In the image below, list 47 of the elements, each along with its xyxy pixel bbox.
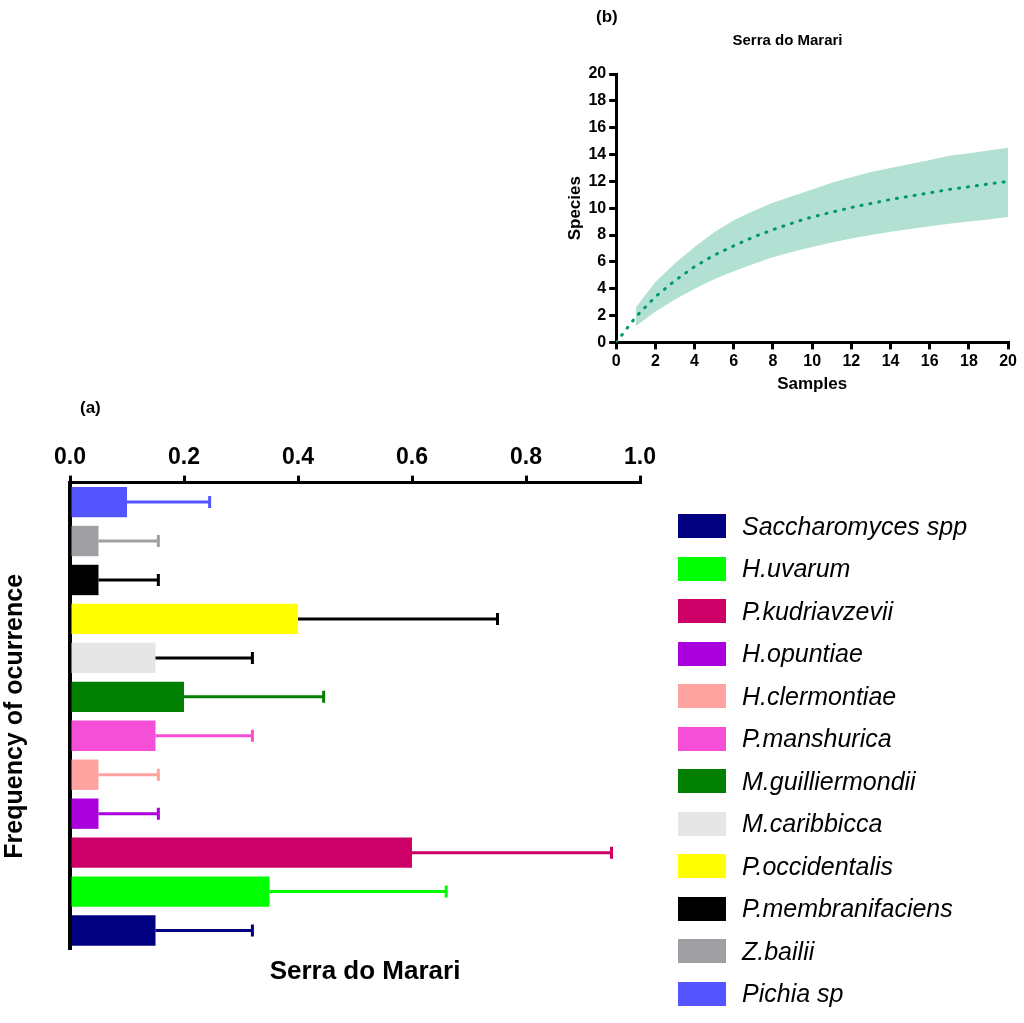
x-tick-label: 0.2 <box>168 443 200 470</box>
legend-label: M.caribbicca <box>742 809 883 839</box>
x-tick-label: 10 <box>803 352 822 370</box>
x-tick-label: 0 <box>611 352 621 370</box>
legend-label: Z.bailii <box>742 936 815 966</box>
legend-label: H.clermontiae <box>742 681 897 711</box>
chart-title: Serra do Marari <box>732 31 843 49</box>
x-tick-label: 0.4 <box>282 443 315 470</box>
x-tick-label: 18 <box>960 352 978 370</box>
x-tick-label: 0.8 <box>510 443 543 470</box>
legend-label: P.manshurica <box>742 724 892 754</box>
x-axis-title: Samples <box>777 374 848 394</box>
text: (b) <box>596 7 618 27</box>
legend-label: M.guilliermondii <box>742 766 916 796</box>
y-tick-label: 4 <box>597 279 607 297</box>
x-axis-title: Serra do Marari <box>268 955 462 986</box>
x-tick-label: 16 <box>920 352 939 370</box>
legend-label: H.uvarum <box>742 554 851 584</box>
legend-label: Pichia sp <box>742 979 844 1009</box>
y-tick-label: 14 <box>588 144 607 162</box>
x-tick-label: 6 <box>729 352 739 370</box>
legend-label: P.membranifaciens <box>742 894 953 924</box>
y-tick-label: 18 <box>588 91 607 109</box>
legend-label: Saccharomyces spp <box>742 511 968 541</box>
x-tick-label: 20 <box>999 352 1018 370</box>
x-tick-label: 0.6 <box>396 443 428 470</box>
x-tick-label: 12 <box>842 352 861 370</box>
legend-label: P.kudriavzevii <box>742 596 894 626</box>
x-tick-label: 8 <box>768 352 778 370</box>
x-tick-label: 1.0 <box>624 443 656 470</box>
x-tick-label: 4 <box>690 352 700 370</box>
y-tick-label: 8 <box>597 225 607 243</box>
text: (a) <box>80 398 101 418</box>
y-axis-title: Species <box>564 176 584 241</box>
y-tick-label: 0 <box>597 332 607 350</box>
x-tick-label: 0.0 <box>54 443 86 470</box>
legend-label: H.opuntiae <box>742 639 863 669</box>
x-tick-label: 2 <box>650 352 660 370</box>
y-tick-label: 10 <box>588 198 607 216</box>
y-axis-title: Frequency of ocurrence <box>0 573 27 859</box>
y-tick-label: 16 <box>588 118 607 136</box>
y-tick-label: 12 <box>588 171 607 189</box>
y-tick-label: 6 <box>597 252 607 270</box>
x-tick-label: 14 <box>881 352 900 370</box>
y-tick-label: 20 <box>588 64 607 82</box>
legend-label: P.occidentalis <box>742 851 894 881</box>
y-tick-label: 2 <box>597 305 607 323</box>
